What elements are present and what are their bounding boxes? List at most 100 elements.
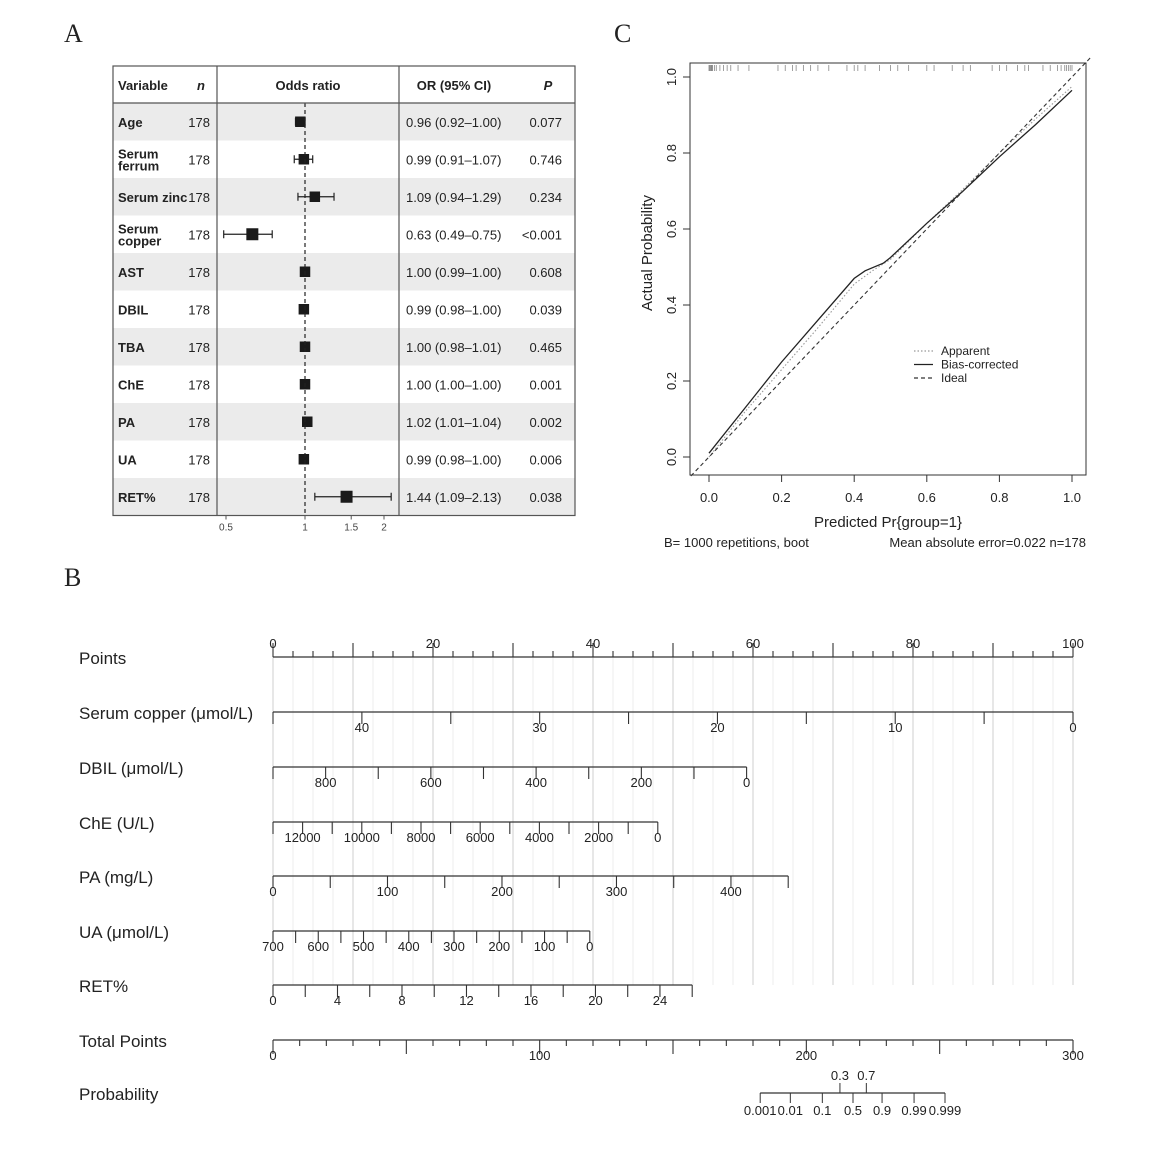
header-odds-ratio: Odds ratio [275, 78, 340, 93]
odds-ratio-marker [298, 304, 310, 315]
scale-tick-label: 4 [334, 993, 341, 1008]
header-or-ci: OR (95% CI) [417, 78, 491, 93]
p-value: 0.608 [529, 265, 562, 280]
table-row: DBIL 178 0.99 (0.98–1.00) 0.039 [118, 302, 562, 317]
scale-label: Probability [79, 1085, 159, 1104]
scale-tick-label: 24 [653, 993, 667, 1008]
scale-label: PA (mg/L) [79, 868, 153, 887]
panel-label-a: A [64, 19, 83, 48]
plot-frame [689, 62, 1087, 476]
scale-tick-label: 20 [588, 993, 602, 1008]
scale-tick-label: 12 [459, 993, 473, 1008]
scale-tick-label: 2000 [584, 830, 613, 845]
axis-tick-label: 0.5 [219, 523, 233, 534]
p-value: <0.001 [522, 227, 562, 242]
scale-tick-label: 700 [262, 939, 284, 954]
odds-ratio-marker [309, 191, 321, 202]
scale-tick-label: 12000 [285, 830, 321, 845]
axis-tick-label: 1.5 [344, 523, 358, 534]
footnote-right: Mean absolute error=0.022 n=178 [889, 535, 1086, 550]
p-value: 0.465 [529, 340, 562, 355]
scale-label: DBIL (μmol/L) [79, 759, 184, 778]
y-axis-title: Actual Probability [639, 195, 656, 311]
x-tick-label: 0.0 [700, 490, 718, 505]
scale-tick-label: 300 [1062, 1048, 1084, 1063]
probability-tick-label: 0.1 [813, 1103, 831, 1118]
calibration-plot: 0.0 0.2 0.4 0.6 0.8 1.0 0.0 0.2 0.4 0.6 0.8 1.0 Appa… [639, 57, 1091, 550]
scale-tick-label: 0 [269, 884, 276, 899]
variable-label: DBIL [118, 302, 148, 317]
probability-tick-label: 0.01 [778, 1103, 803, 1118]
variable-label: ChE [118, 377, 144, 392]
scale-tick-label: 0 [654, 830, 661, 845]
scale-tick-label: 0 [1069, 720, 1076, 735]
probability-tick-label: 0.7 [857, 1068, 875, 1083]
scale-tick-label: 0 [269, 1048, 276, 1063]
probability-tick-label: 0.999 [929, 1103, 962, 1118]
n-value: 178 [188, 115, 210, 130]
probability-tick-label: 0.001 [744, 1103, 777, 1118]
probability-tick-label: 0.9 [873, 1103, 891, 1118]
or-ci-text: 1.00 (0.98–1.01) [406, 340, 501, 355]
legend-label: Bias-corrected [941, 358, 1018, 372]
y-tick-label: 0.2 [664, 372, 679, 390]
n-value: 178 [188, 190, 210, 205]
p-value: 0.001 [529, 377, 562, 392]
odds-ratio-marker [295, 116, 306, 127]
scale-tick-label: 200 [491, 884, 513, 899]
scale-label: ChE (U/L) [79, 814, 155, 833]
scale-tick-label: 80 [906, 636, 920, 651]
odds-ratio-marker [340, 490, 353, 503]
table-background [113, 66, 575, 516]
variable-label: UA [118, 452, 137, 467]
table-row: UA 178 0.99 (0.98–1.00) 0.006 [118, 452, 562, 467]
scale-tick-label: 8 [398, 993, 405, 1008]
p-value: 0.234 [529, 190, 562, 205]
panel-label-c: C [614, 19, 631, 48]
or-ci-text: 1.00 (0.99–1.00) [406, 265, 501, 280]
y-tick-label: 0.8 [664, 144, 679, 162]
n-value: 178 [188, 340, 210, 355]
scale-tick-label: 10000 [344, 830, 380, 845]
x-tick-label: 0.8 [990, 490, 1008, 505]
or-ci-text: 0.99 (0.91–1.07) [406, 152, 501, 167]
x-tick-label: 1.0 [1063, 490, 1081, 505]
scale-tick-label: 600 [420, 775, 442, 790]
x-axis-title: Predicted Pr{group=1} [814, 514, 962, 531]
scale-tick-label: 40 [586, 636, 600, 651]
scale-tick-label: 800 [315, 775, 337, 790]
scale-tick-label: 10 [888, 720, 902, 735]
scale-tick-label: 16 [524, 993, 538, 1008]
scale-tick-label: 400 [720, 884, 742, 899]
n-value: 178 [188, 265, 210, 280]
table-row: PA 178 1.02 (1.01–1.04) 0.002 [113, 403, 575, 441]
scale-tick-label: 40 [355, 720, 369, 735]
scale-tick-label: 20 [426, 636, 440, 651]
scale-tick-label: 60 [746, 636, 760, 651]
table-row: AST 178 1.00 (0.99–1.00) 0.608 [113, 253, 575, 291]
p-value: 0.002 [529, 415, 562, 430]
scale-tick-label: 4000 [525, 830, 554, 845]
odds-ratio-marker [246, 228, 259, 241]
scale-tick-label: 0 [743, 775, 750, 790]
header-p: P [544, 78, 553, 93]
scale-tick-label: 0 [269, 993, 276, 1008]
scale-tick-label: 500 [353, 939, 375, 954]
axis-tick-label: 2 [381, 523, 387, 534]
or-ci-text: 1.02 (1.01–1.04) [406, 415, 501, 430]
scale-tick-label: 200 [631, 775, 653, 790]
n-value: 178 [188, 302, 210, 317]
or-ci-text: 1.44 (1.09–2.13) [406, 490, 501, 505]
odds-ratio-marker [299, 341, 311, 352]
variable-label: AST [118, 265, 144, 280]
scale-label: UA (μmol/L) [79, 923, 169, 942]
table-row: RET% 178 1.44 (1.09–2.13) 0.038 [113, 478, 575, 516]
scale-label: Points [79, 649, 126, 668]
table-row: Serum zinc 178 1.09 (0.94–1.29) 0.234 [113, 178, 575, 216]
row-shading [113, 403, 575, 441]
scale-tick-label: 300 [443, 939, 465, 954]
x-tick-label: 0.4 [845, 490, 863, 505]
